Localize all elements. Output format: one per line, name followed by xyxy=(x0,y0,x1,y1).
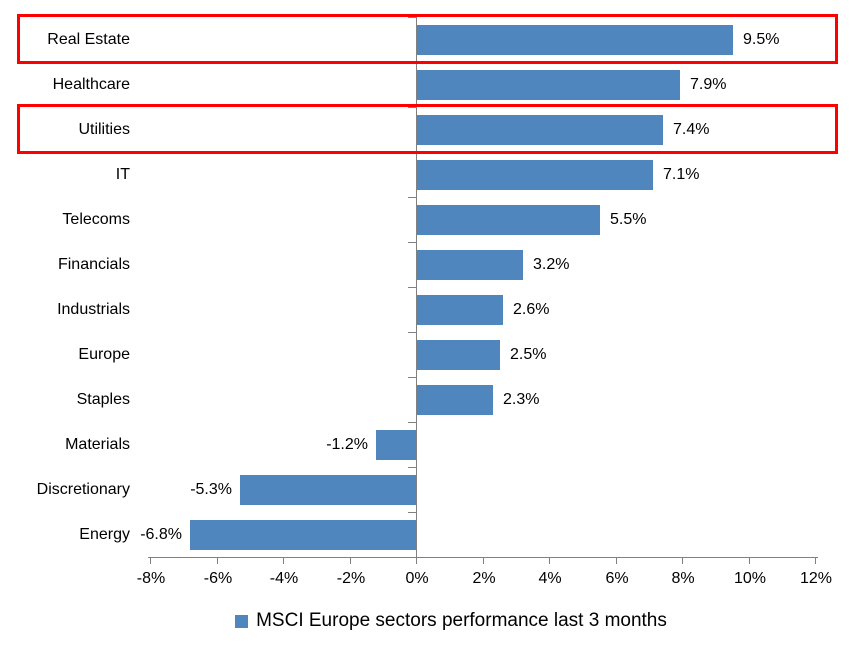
bar-value-label: -1.2% xyxy=(326,436,368,453)
category-label: Energy xyxy=(79,526,130,543)
value-axis-tick xyxy=(749,557,750,564)
bar-value-label: 2.6% xyxy=(513,301,550,318)
bar-value-label: 5.5% xyxy=(610,211,647,228)
bar-value-label: 7.9% xyxy=(690,76,727,93)
bar xyxy=(190,520,416,550)
bar xyxy=(417,250,523,280)
category-label: Financials xyxy=(57,256,130,273)
legend-label: MSCI Europe sectors performance last 3 m… xyxy=(256,610,667,631)
bar xyxy=(417,340,500,370)
value-axis-tick-label: -8% xyxy=(136,570,166,587)
highlight-box-real-estate xyxy=(17,14,838,64)
category-label: Discretionary xyxy=(36,481,130,498)
value-axis-tick-label: 0% xyxy=(405,570,429,587)
category-label: Industrials xyxy=(57,301,130,318)
category-axis-tick xyxy=(408,242,417,243)
value-axis-tick-label: -6% xyxy=(203,570,233,587)
bar-value-label: -5.3% xyxy=(190,481,232,498)
category-axis-tick xyxy=(408,467,417,468)
category-label: Telecoms xyxy=(62,211,130,228)
value-axis-tick xyxy=(416,557,417,564)
category-axis-tick xyxy=(408,422,417,423)
bar-value-label: -6.8% xyxy=(140,526,182,543)
value-axis-tick xyxy=(150,557,151,564)
bar xyxy=(417,160,653,190)
category-axis-tick xyxy=(408,332,417,333)
vertical-axis-line xyxy=(416,16,417,557)
category-label: Utilities xyxy=(78,121,130,138)
value-axis-tick-label: -2% xyxy=(336,570,366,587)
value-axis-tick xyxy=(350,557,351,564)
bar-value-label: 2.5% xyxy=(510,346,547,363)
bar-value-label: 7.4% xyxy=(673,121,710,138)
bar xyxy=(417,385,493,415)
bar xyxy=(417,205,600,235)
category-axis-tick xyxy=(408,377,417,378)
value-axis-tick-label: 10% xyxy=(733,570,767,587)
bar xyxy=(417,70,680,100)
category-axis-tick xyxy=(408,17,417,18)
category-label: Healthcare xyxy=(52,76,130,93)
category-label: Materials xyxy=(65,436,130,453)
value-axis-tick-label: 4% xyxy=(538,570,562,587)
category-axis-tick xyxy=(408,512,417,513)
bar-value-label: 7.1% xyxy=(663,166,700,183)
category-label: IT xyxy=(115,166,130,183)
highlight-box-utilities xyxy=(17,104,838,154)
bar xyxy=(240,475,416,505)
category-label: Staples xyxy=(76,391,130,408)
value-axis-tick xyxy=(483,557,484,564)
value-axis-tick xyxy=(217,557,218,564)
value-axis-tick-label: 6% xyxy=(605,570,629,587)
value-axis-tick xyxy=(616,557,617,564)
bar xyxy=(417,115,663,145)
value-axis-tick xyxy=(815,557,816,564)
bar xyxy=(417,295,503,325)
value-axis-tick-label: 8% xyxy=(671,570,695,587)
value-axis-tick xyxy=(549,557,550,564)
category-axis-tick xyxy=(408,287,417,288)
bar xyxy=(376,430,416,460)
category-label: Europe xyxy=(78,346,130,363)
bar xyxy=(417,25,733,55)
bar-value-label: 2.3% xyxy=(503,391,540,408)
bar-value-label: 9.5% xyxy=(743,31,780,48)
value-axis-tick xyxy=(682,557,683,564)
category-axis-tick xyxy=(408,107,417,108)
value-axis-tick-label: -4% xyxy=(269,570,299,587)
value-axis-tick-label: 2% xyxy=(472,570,496,587)
value-axis-tick xyxy=(283,557,284,564)
legend: MSCI Europe sectors performance last 3 m… xyxy=(25,610,852,632)
legend-marker-icon xyxy=(235,614,249,628)
value-axis-tick-label: 12% xyxy=(799,570,833,587)
category-axis-tick xyxy=(408,197,417,198)
category-label: Real Estate xyxy=(47,31,130,48)
bar-value-label: 3.2% xyxy=(533,256,570,273)
